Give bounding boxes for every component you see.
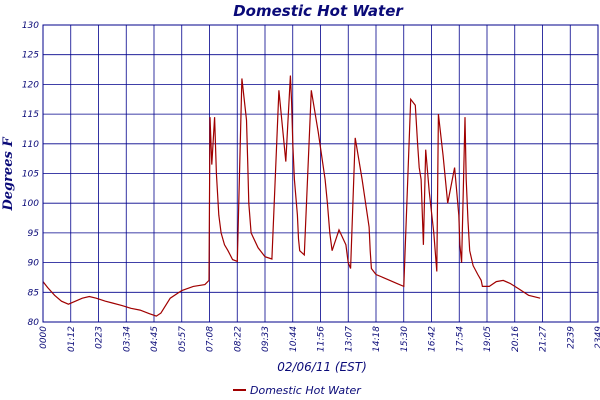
y-tick-labels: 80 85 90 95 100 105 110 115 120 125 130 bbox=[22, 21, 39, 328]
x-tick-label: 16:42 bbox=[428, 326, 438, 352]
x-tick-label: 20:16 bbox=[511, 326, 521, 352]
y-tick-label: 125 bbox=[22, 51, 39, 61]
x-tick-label: 2239 bbox=[566, 326, 576, 349]
chart-title: Domestic Hot Water bbox=[233, 2, 404, 20]
y-tick-label: 100 bbox=[22, 199, 39, 209]
x-tick-label: 17:54 bbox=[455, 326, 465, 352]
x-tick-label: 10:44 bbox=[289, 326, 299, 352]
y-tick-label: 90 bbox=[28, 259, 40, 269]
x-tick-label: 19:05 bbox=[483, 326, 493, 352]
x-tick-labels: 0000 01:12 0223 03:34 04:45 05:57 07:08 08:22 09… bbox=[39, 326, 600, 352]
y-tick-label: 115 bbox=[22, 110, 39, 120]
x-tick-label: 2349 bbox=[594, 326, 600, 349]
x-tick-label: 21:27 bbox=[539, 326, 549, 352]
y-tick-label: 95 bbox=[28, 229, 40, 239]
x-tick-label: 0000 bbox=[39, 326, 49, 349]
x-tick-label: 08:22 bbox=[233, 326, 243, 352]
x-tick-label: 15:30 bbox=[400, 326, 410, 352]
x-tick-label: 05:57 bbox=[178, 326, 188, 352]
y-tick-label: 105 bbox=[22, 170, 39, 180]
plot-frame bbox=[42, 24, 599, 323]
x-axis-label: 02/06/11 (EST) bbox=[277, 360, 367, 374]
y-tick-label: 110 bbox=[22, 140, 39, 150]
grid bbox=[42, 24, 599, 323]
x-tick-label: 14:18 bbox=[372, 326, 382, 352]
legend: Domestic Hot Water bbox=[233, 384, 362, 397]
x-tick-label: 09:33 bbox=[261, 326, 271, 352]
y-tick-label: 120 bbox=[22, 80, 39, 90]
x-tick-label: 01:12 bbox=[67, 326, 77, 352]
x-tick-label: 03:34 bbox=[122, 326, 132, 352]
y-axis-label: Degrees F bbox=[1, 137, 16, 212]
y-tick-label: 130 bbox=[22, 21, 39, 31]
x-tick-label: 04:45 bbox=[150, 326, 160, 352]
x-tick-label: 0223 bbox=[95, 326, 105, 349]
y-tick-label: 85 bbox=[28, 288, 40, 298]
series-line-domestic-hot-water bbox=[42, 75, 541, 317]
x-tick-label: 07:08 bbox=[206, 326, 216, 352]
x-tick-label: 11:56 bbox=[317, 326, 327, 352]
y-tick-label: 80 bbox=[28, 318, 40, 328]
legend-label: Domestic Hot Water bbox=[250, 384, 362, 397]
x-tick-label: 13:07 bbox=[344, 326, 354, 352]
